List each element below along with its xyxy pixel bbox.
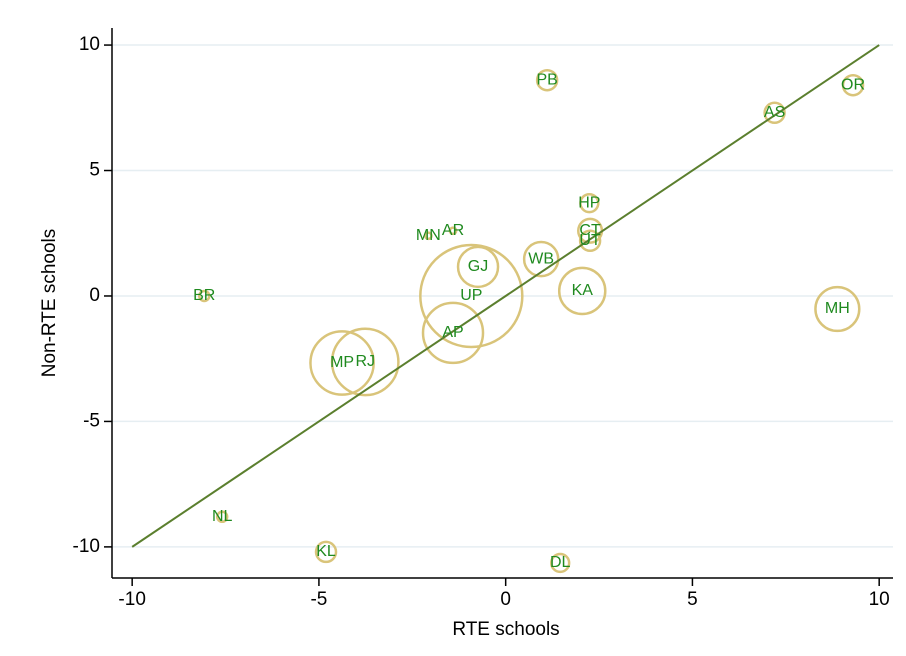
x-tick-label: -5 [310, 589, 327, 610]
bubble [421, 301, 485, 365]
bubble [314, 540, 338, 564]
x-tick-label: 10 [869, 589, 890, 610]
point-label: MH [825, 300, 850, 317]
bubble [535, 68, 559, 92]
bubble [841, 73, 865, 97]
point-label: WB [528, 250, 554, 267]
bubble [456, 245, 500, 289]
point-label: KL [316, 543, 336, 560]
bubble [763, 101, 786, 125]
point-label: RJ [355, 353, 375, 370]
bubble [309, 330, 375, 396]
bubble [215, 510, 229, 524]
y-tick-label: -5 [83, 410, 100, 431]
bubble [423, 231, 433, 241]
bubble [419, 243, 524, 349]
bubble [557, 266, 607, 316]
bubble [330, 327, 400, 397]
point-label: MP [330, 354, 354, 371]
y-tick-label: 0 [89, 285, 100, 306]
point-label: OR [841, 76, 865, 93]
y-tick-label: -10 [73, 536, 100, 557]
y-tick-label: 5 [89, 160, 100, 181]
point-label: PB [536, 71, 557, 88]
reference-line [131, 44, 880, 548]
point-label: BR [193, 287, 215, 304]
point-label: NL [212, 508, 233, 525]
point-label: DL [550, 554, 571, 571]
y-axis-title: Non-RTE schools [39, 229, 60, 378]
x-tick-label: 0 [500, 589, 511, 610]
point-label: AR [442, 222, 464, 239]
point-label: CT [579, 222, 601, 239]
bubble [579, 192, 600, 214]
point-label: AS [764, 104, 785, 121]
bubble [448, 226, 458, 236]
bubble [550, 552, 571, 574]
point-label: UT [579, 232, 601, 249]
point-label: GJ [468, 258, 488, 275]
y-tick-label: 10 [79, 34, 100, 55]
point-label: AP [442, 324, 463, 341]
point-label: UP [460, 287, 482, 304]
point-label: KA [572, 282, 594, 299]
x-tick-label: 5 [687, 589, 698, 610]
x-tick-label: -10 [118, 589, 145, 610]
bubble [522, 240, 560, 278]
point-label: MN [416, 227, 441, 244]
bubble [578, 229, 602, 253]
bubble [814, 285, 861, 333]
point-label: HP [578, 194, 600, 211]
bubble [198, 289, 211, 303]
x-axis-title: RTE schools [452, 619, 559, 640]
